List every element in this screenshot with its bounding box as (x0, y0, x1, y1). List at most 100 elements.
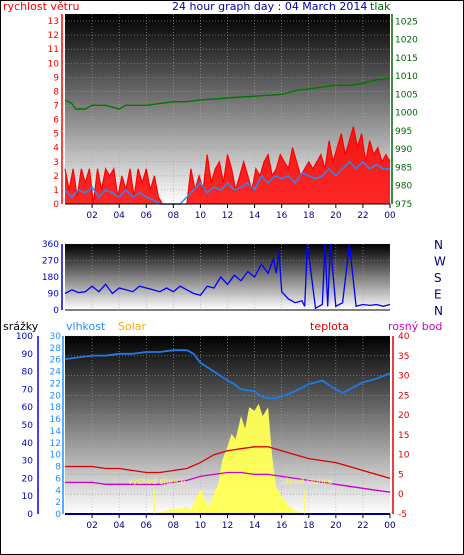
wind-speed-tick-label: 5 (53, 130, 59, 140)
compass-label: W (434, 255, 446, 269)
pressure-tick-label: 990 (395, 145, 412, 155)
x-tick-label: 10 (195, 521, 207, 531)
x-tick-label: 00 (384, 521, 396, 531)
direction-tick-label: 270 (42, 257, 59, 267)
wind-speed-tick-label: 8 (53, 87, 59, 97)
wind-speed-tick-label: 3 (53, 158, 59, 168)
humidity-tick-label: 6 (55, 474, 61, 484)
humidity-axis-label: vlhkost (66, 320, 106, 333)
compass-label: N (434, 304, 443, 318)
x-tick-label: 02 (86, 521, 97, 531)
humidity-tick-label: 0 (55, 510, 61, 520)
humidity-tick-label: 20 (50, 391, 62, 401)
wind-speed-tick-label: 1 (53, 186, 59, 196)
temperature-tick-label: 25 (398, 391, 409, 401)
pressure-tick-label: 985 (395, 163, 412, 173)
rain-tick-label: 40 (22, 439, 34, 449)
x-tick-label: 02 (86, 211, 97, 221)
humidity-tick-label: 16 (50, 415, 62, 425)
humidity-tick-label: 24 (50, 368, 62, 378)
rain-tick-label: 90 (22, 350, 34, 360)
temperature-tick-label: -5 (398, 510, 407, 520)
x-tick-label: 12 (222, 211, 233, 221)
pressure-tick-label: 1005 (395, 90, 418, 100)
pressure-tick-label: 1015 (395, 54, 418, 64)
wind-speed-tick-label: 0 (53, 200, 59, 210)
wind-speed-tick-label: 6 (53, 116, 59, 126)
humidity-tick-label: 22 (50, 379, 61, 389)
humidity-tick-label: 8 (55, 463, 61, 473)
x-tick-label: 12 (222, 521, 233, 531)
dewpoint-line (65, 471, 391, 493)
compass-label: E (434, 288, 442, 302)
rain-tick-label: 80 (22, 368, 34, 378)
rain-tick-label: 0 (27, 510, 33, 520)
rain-tick-label: 20 (22, 474, 34, 484)
humidity-tick-label: 14 (50, 427, 62, 437)
humidity-tick-label: 28 (50, 344, 62, 354)
x-tick-label: 18 (303, 211, 315, 221)
x-tick-label: 22 (357, 521, 368, 531)
wind-speed-tick-label: 4 (53, 144, 59, 154)
solar-area (65, 403, 390, 514)
x-tick-label: 04 (113, 521, 125, 531)
humidity-line (64, 349, 391, 400)
chart-title: 24 hour graph day : 04 March 2014 (172, 0, 367, 13)
sunset-label: západ slunce (280, 477, 333, 486)
wind-speed-tick-label: 2 (53, 172, 59, 182)
pressure-tick-label: 1000 (395, 109, 418, 119)
dewpoint-axis-label: rosný bod (388, 320, 442, 333)
temperature-tick-label: 5 (398, 470, 404, 480)
x-tick-label: 14 (249, 211, 261, 221)
x-tick-label: 16 (276, 211, 288, 221)
rain-axis-label: srážky (3, 320, 39, 333)
temperature-tick-label: 15 (398, 431, 409, 441)
x-tick-label: 00 (384, 211, 396, 221)
temperature-tick-label: 0 (398, 490, 404, 500)
direction-tick-label: 360 (42, 240, 59, 250)
humidity-tick-label: 12 (50, 439, 61, 449)
humidity-tick-label: 26 (50, 356, 62, 366)
pressure-line (64, 77, 391, 110)
humidity-tick-label: 4 (55, 486, 61, 496)
temperature-tick-label: 40 (398, 332, 410, 342)
wind-direction-line (64, 243, 391, 310)
x-tick-label: 06 (141, 211, 153, 221)
compass-label: N (434, 238, 443, 252)
x-tick-label: 16 (276, 521, 288, 531)
pressure-axis-label: tlak (370, 0, 391, 13)
direction-tick-label: 180 (42, 273, 59, 283)
pressure-tick-label: 1010 (395, 72, 418, 82)
rain-tick-label: 60 (22, 403, 34, 413)
x-tick-label: 14 (249, 521, 261, 531)
x-tick-label: 08 (168, 211, 180, 221)
pressure-tick-label: 1025 (395, 17, 418, 27)
humidity-tick-label: 30 (50, 332, 62, 342)
temperature-tick-label: 20 (398, 411, 410, 421)
wind-speed-tick-label: 12 (48, 31, 59, 41)
temperature-tick-label: 30 (398, 372, 410, 382)
direction-tick-label: 0 (53, 306, 59, 316)
rain-tick-label: 10 (22, 492, 34, 502)
x-tick-label: 10 (195, 211, 207, 221)
x-tick-label: 18 (303, 521, 315, 531)
humidity-tick-label: 2 (55, 498, 61, 508)
x-tick-label: 20 (330, 211, 342, 221)
compass-label: S (434, 271, 442, 285)
wind-speed-tick-label: 10 (48, 59, 60, 69)
humidity-tick-label: 18 (50, 403, 62, 413)
x-tick-label: 04 (113, 211, 125, 221)
rain-tick-label: 100 (16, 332, 33, 342)
x-tick-label: 22 (357, 211, 368, 221)
sunrise-label: východ slunce (128, 477, 185, 486)
temperature-line (65, 446, 391, 480)
pressure-tick-label: 975 (395, 200, 412, 210)
rain-tick-label: 30 (22, 457, 34, 467)
x-tick-label: 08 (168, 521, 180, 531)
wind-gust-area (65, 126, 390, 204)
temperature-tick-label: 10 (398, 451, 410, 461)
x-tick-label: 20 (330, 521, 342, 531)
wind-speed-tick-label: 11 (48, 45, 59, 55)
wind-speed-tick-label: 13 (48, 17, 59, 27)
